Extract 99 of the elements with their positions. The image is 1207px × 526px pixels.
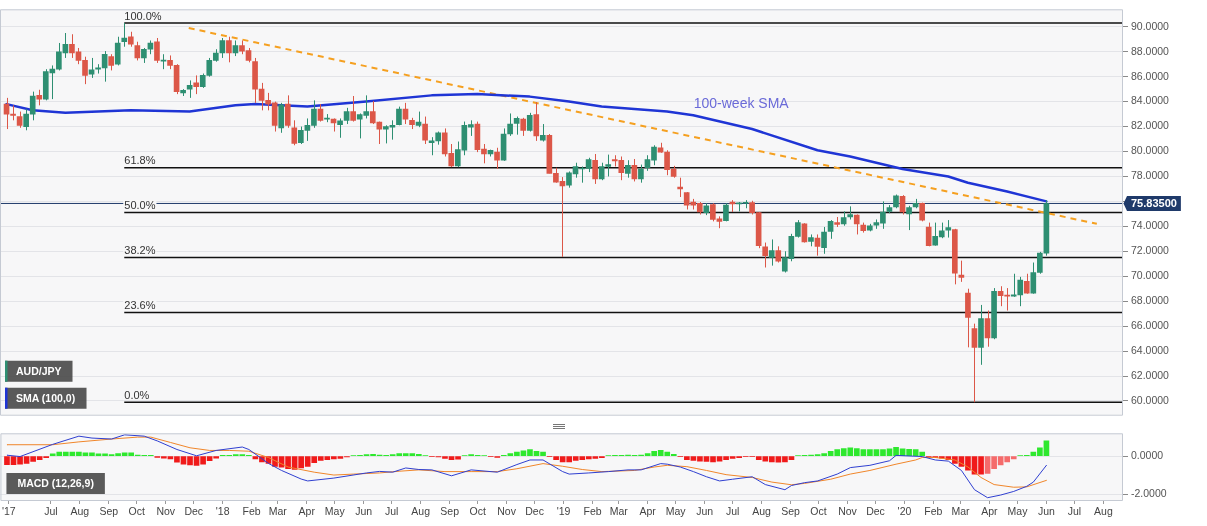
y-tick-label: 80.0000: [1131, 144, 1170, 157]
candlestick: [494, 147, 500, 170]
x-tick-label: Dec: [184, 505, 204, 518]
y-tick-label: 82.0000: [1131, 119, 1170, 132]
x-tick-label: Jul: [385, 505, 399, 518]
candlestick: [291, 119, 298, 146]
candlestick: [1017, 276, 1024, 307]
y-tick-label: 84.0000: [1131, 94, 1170, 107]
x-tick-label: Aug: [1094, 505, 1113, 518]
candlestick: [853, 214, 860, 235]
y-tick-label: 60.0000: [1131, 393, 1170, 406]
candlestick: [520, 117, 527, 137]
x-tick-label: Feb: [242, 505, 261, 518]
x-tick-label: Dec: [866, 505, 885, 518]
y-tick-label: 74.0000: [1131, 219, 1170, 232]
candlestick: [762, 242, 768, 269]
x-tick-label: Apr: [298, 505, 316, 518]
annotation: 23.6%: [124, 298, 156, 311]
y-tick-label: 88.0000: [1131, 44, 1170, 57]
x-tick-label: Mar: [609, 505, 629, 518]
x-tick-label: Aug: [70, 505, 90, 518]
y-tick-label: 62.0000: [1131, 368, 1170, 381]
x-tick-label: Jul: [1067, 505, 1082, 518]
candlestick: [226, 36, 232, 63]
x-tick-label: Apr: [981, 505, 999, 518]
x-tick-label: Nov: [838, 505, 858, 518]
text: MACD (12,26,9): [17, 476, 94, 489]
x-tick-label: Oct: [469, 505, 486, 518]
candlestick: [821, 226, 827, 255]
x-tick-label: Mar: [951, 505, 971, 518]
x-tick-label: Jul: [44, 505, 58, 518]
y-tick-label: 68.0000: [1131, 294, 1170, 307]
x-tick-label: Jul: [725, 505, 740, 518]
x-tick-label: Dec: [525, 505, 544, 518]
candlestick: [154, 37, 160, 64]
x-tick-label: Jun: [1037, 505, 1056, 518]
x-tick-label: May: [1007, 505, 1029, 518]
candlestick: [193, 74, 200, 95]
x-tick-label: Apr: [639, 505, 657, 518]
candlestick: [1023, 273, 1030, 295]
x-tick-label: Jun: [696, 505, 714, 518]
x-tick-label: Sep: [99, 505, 119, 518]
y-tick-label: 72.0000: [1131, 244, 1170, 257]
candlestick: [768, 238, 775, 267]
y-tick-label: -2.0000: [1131, 487, 1167, 500]
x-tick-label: Feb: [924, 505, 943, 518]
x-tick-label: Feb: [583, 505, 602, 518]
candlestick: [906, 205, 912, 231]
candlestick: [507, 112, 513, 137]
annotation: 61.8%: [124, 154, 156, 167]
y-tick-label: 78.0000: [1131, 169, 1170, 182]
candlestick: [284, 94, 291, 129]
candlestick: [278, 102, 285, 134]
x-tick-label: Sep: [781, 505, 801, 518]
x-tick-label: May: [324, 505, 346, 518]
candlestick: [526, 112, 533, 133]
candlestick: [638, 164, 644, 184]
x-tick-label: Jun: [355, 505, 373, 518]
legend-label: SMA (100,0): [16, 391, 76, 404]
annotation: 0.0%: [124, 388, 150, 401]
x-tick-label: Sep: [440, 505, 460, 518]
x-tick-label: '19: [556, 505, 571, 518]
annotation: 100.0%: [124, 9, 162, 22]
candlestick: [533, 101, 540, 142]
annotation: 38.2%: [124, 244, 156, 257]
x-tick-label: Nov: [497, 505, 517, 518]
y-tick-label: 90.0000: [1131, 19, 1170, 32]
candlestick: [29, 91, 36, 121]
candlestick: [592, 153, 598, 185]
y-tick-label: 0.0000: [1131, 449, 1164, 462]
y-tick-label: 86.0000: [1131, 69, 1170, 82]
annotation: 100-week SMA: [693, 95, 790, 112]
candlestick: [350, 95, 356, 123]
ref-line-label: 75.83500: [1131, 196, 1177, 209]
candlestick: [513, 116, 520, 136]
x-tick-label: Mar: [268, 505, 288, 518]
x-tick-label: May: [665, 505, 687, 518]
x-tick-label: '17: [2, 505, 16, 518]
y-tick-label: 64.0000: [1131, 343, 1170, 356]
candlestick: [814, 233, 821, 257]
x-tick-label: Aug: [752, 505, 772, 518]
candlestick: [1010, 273, 1017, 298]
x-tick-label: '18: [215, 505, 230, 518]
y-tick-label: 70.0000: [1131, 269, 1170, 282]
candlestick: [422, 116, 428, 145]
legend-label: AUD/JPY: [16, 364, 62, 377]
x-tick-label: Oct: [810, 505, 827, 518]
x-tick-label: Oct: [128, 505, 146, 518]
x-tick-label: Aug: [411, 505, 431, 518]
x-tick-label: Nov: [156, 505, 176, 518]
candlestick: [337, 117, 343, 139]
candlestick: [114, 36, 121, 66]
candlestick: [971, 323, 978, 403]
y-tick-label: 66.0000: [1131, 319, 1170, 332]
candlestick: [23, 108, 29, 131]
x-tick-label: '20: [897, 505, 912, 518]
candlestick: [827, 219, 834, 240]
candlestick: [121, 22, 128, 48]
annotation: 50.0%: [124, 199, 156, 212]
